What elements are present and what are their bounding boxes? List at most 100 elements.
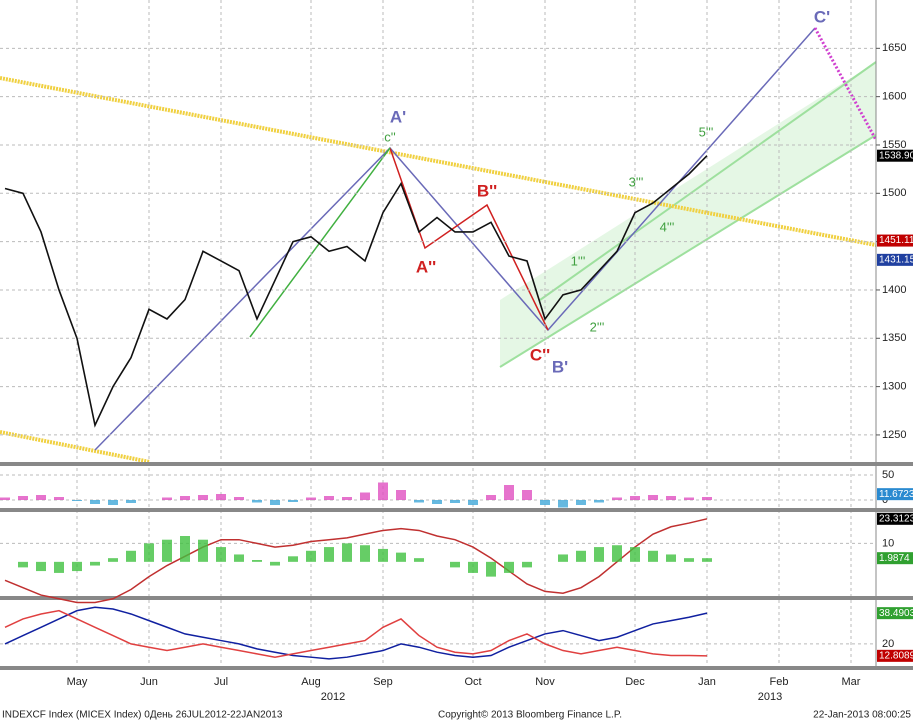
bar bbox=[18, 561, 28, 568]
separator bbox=[0, 666, 913, 670]
y-tick-label: 1500 bbox=[882, 187, 906, 199]
bar bbox=[666, 554, 676, 562]
bar bbox=[612, 497, 622, 500]
indicator-line bbox=[4, 518, 708, 604]
level-label: 38.4903 bbox=[879, 608, 913, 619]
x-tick-label: Aug bbox=[301, 676, 321, 688]
trend-line bbox=[0, 430, 151, 464]
bar bbox=[594, 547, 604, 562]
bar bbox=[162, 539, 172, 562]
separator bbox=[0, 596, 913, 600]
bar bbox=[72, 561, 82, 572]
level-label-box bbox=[877, 234, 913, 247]
x-tick-label: Jul bbox=[214, 676, 228, 688]
bar bbox=[72, 500, 82, 501]
bar bbox=[234, 497, 244, 500]
x-tick-label: Feb bbox=[770, 676, 789, 688]
bar bbox=[630, 547, 640, 562]
bar bbox=[288, 500, 298, 502]
level-label: 11.6723 bbox=[879, 489, 913, 500]
y-tick-label: 1250 bbox=[882, 429, 906, 441]
bar bbox=[540, 500, 550, 505]
y-tick-label: 1400 bbox=[882, 284, 906, 296]
bar bbox=[396, 490, 406, 500]
level-label: 1451.11 bbox=[879, 235, 913, 246]
level-label: 1538.90 bbox=[879, 150, 913, 161]
bar bbox=[630, 496, 640, 500]
bar bbox=[144, 543, 154, 562]
x-tick-label: Nov bbox=[535, 676, 555, 688]
level-label: 23.3123 bbox=[879, 513, 913, 524]
annotation: C' bbox=[814, 7, 830, 26]
annotation: C'' bbox=[530, 345, 550, 364]
level-label-box bbox=[877, 149, 913, 162]
indicator-line bbox=[4, 606, 708, 660]
footer-center: Copyright© 2013 Bloomberg Finance L.P. bbox=[438, 710, 622, 721]
bar bbox=[522, 490, 532, 500]
y-tick-label: 50 bbox=[882, 469, 894, 481]
channel-line bbox=[499, 134, 877, 368]
bar bbox=[414, 558, 424, 562]
bar bbox=[36, 495, 46, 500]
bar bbox=[288, 556, 298, 562]
bar bbox=[306, 497, 316, 500]
level-label-box bbox=[877, 607, 913, 620]
bar bbox=[180, 496, 190, 500]
x-tick-label: Jan bbox=[698, 676, 716, 688]
bar bbox=[18, 496, 28, 500]
separators bbox=[0, 0, 913, 670]
bar bbox=[54, 497, 64, 500]
x-tick-label: May bbox=[67, 676, 88, 688]
annotation: c'' bbox=[384, 129, 395, 144]
annotation: 3''' bbox=[629, 174, 644, 189]
bar bbox=[666, 496, 676, 500]
bar bbox=[396, 552, 406, 562]
bar bbox=[198, 539, 208, 562]
wave-line bbox=[249, 147, 391, 338]
bar bbox=[270, 500, 280, 505]
year-label: 2012 bbox=[321, 691, 345, 703]
y-tick-label: 1350 bbox=[882, 332, 906, 344]
annotation: 4''' bbox=[660, 219, 675, 234]
bar bbox=[252, 560, 262, 562]
bar bbox=[306, 550, 316, 562]
bar bbox=[342, 497, 352, 500]
level-label-box bbox=[877, 552, 913, 565]
channel-fill bbox=[500, 62, 876, 367]
y-tick-label: 1650 bbox=[882, 42, 906, 54]
bar bbox=[90, 500, 100, 504]
y-tick-label: 1600 bbox=[882, 91, 906, 103]
annotation: A' bbox=[390, 107, 406, 126]
bar bbox=[576, 550, 586, 562]
bar bbox=[360, 492, 370, 500]
bar bbox=[0, 497, 10, 500]
bar bbox=[324, 547, 334, 562]
bar bbox=[360, 545, 370, 562]
wave-projection bbox=[813, 27, 878, 141]
price-line bbox=[4, 155, 708, 428]
level-label-box bbox=[877, 488, 913, 501]
bar bbox=[468, 500, 478, 505]
bar bbox=[234, 554, 244, 562]
annotation: B'' bbox=[477, 181, 497, 200]
bar bbox=[648, 495, 658, 500]
bar bbox=[468, 561, 478, 573]
year-label: 2013 bbox=[758, 691, 782, 703]
bar bbox=[36, 561, 46, 572]
bar bbox=[450, 500, 460, 503]
bar bbox=[504, 485, 514, 500]
bar bbox=[126, 500, 136, 503]
level-label: 1431.15 bbox=[879, 254, 913, 265]
level-label-box bbox=[877, 253, 913, 266]
level-label-box bbox=[877, 512, 913, 525]
bar bbox=[486, 495, 496, 500]
bar bbox=[450, 561, 460, 568]
bar bbox=[702, 497, 712, 500]
level-label: 12.8089 bbox=[879, 650, 913, 661]
annotation: 1''' bbox=[571, 253, 586, 268]
bar bbox=[270, 561, 280, 566]
indicator-line bbox=[4, 609, 708, 658]
separator bbox=[0, 508, 913, 512]
annotation: 5''' bbox=[699, 124, 714, 139]
